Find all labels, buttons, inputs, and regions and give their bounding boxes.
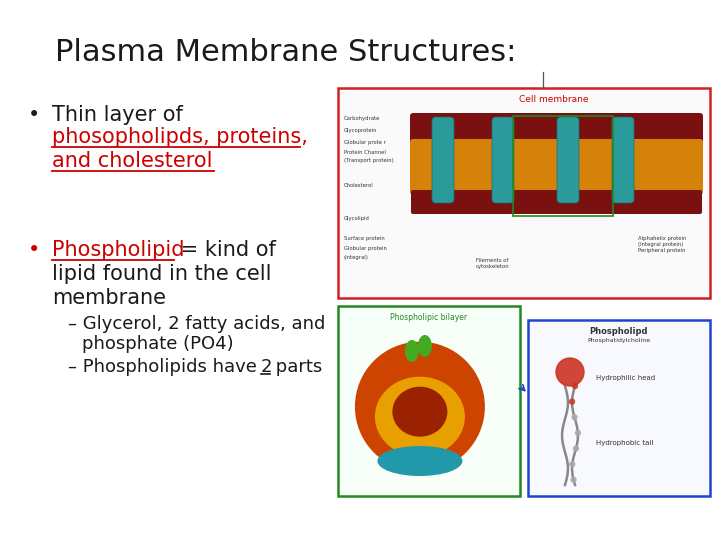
Text: and cholesterol: and cholesterol <box>52 151 212 171</box>
Text: (Integral): (Integral) <box>344 255 369 260</box>
Ellipse shape <box>375 377 465 457</box>
FancyBboxPatch shape <box>557 117 579 203</box>
Text: lipid found in the cell: lipid found in the cell <box>52 264 271 284</box>
Text: Phospholipic bilayer: Phospholipic bilayer <box>390 313 467 322</box>
Text: Carbohydrate: Carbohydrate <box>344 116 380 121</box>
Text: Thin layer of: Thin layer of <box>52 105 183 125</box>
Text: Phospholipd: Phospholipd <box>590 327 648 336</box>
Text: Cholesterol: Cholesterol <box>344 183 374 188</box>
FancyBboxPatch shape <box>410 113 703 145</box>
FancyBboxPatch shape <box>411 190 702 214</box>
Circle shape <box>570 399 575 404</box>
FancyBboxPatch shape <box>612 117 634 203</box>
FancyBboxPatch shape <box>410 139 703 195</box>
Text: parts: parts <box>270 358 323 376</box>
Ellipse shape <box>355 342 485 472</box>
Text: Glycolipid: Glycolipid <box>344 216 370 221</box>
Circle shape <box>572 383 577 388</box>
Text: •: • <box>28 240 40 260</box>
Bar <box>338 88 710 298</box>
Text: phosopholipds, proteins,: phosopholipds, proteins, <box>52 127 308 147</box>
Circle shape <box>573 446 578 451</box>
Text: Hydrophobic tail: Hydrophobic tail <box>596 440 653 446</box>
Text: •: • <box>28 105 40 125</box>
Text: Phosphatidylcholine: Phosphatidylcholine <box>588 338 651 343</box>
Text: Globular prote r: Globular prote r <box>344 140 386 145</box>
Circle shape <box>575 430 580 435</box>
FancyBboxPatch shape <box>492 117 514 203</box>
Text: Surface protein: Surface protein <box>344 236 384 241</box>
Ellipse shape <box>418 335 432 357</box>
Circle shape <box>570 462 575 467</box>
Text: – Glycerol, 2 fatty acids, and: – Glycerol, 2 fatty acids, and <box>68 315 325 333</box>
Text: Phospholipid: Phospholipid <box>52 240 184 260</box>
Text: Glycoprotein: Glycoprotein <box>344 128 377 133</box>
Ellipse shape <box>392 387 447 437</box>
Text: Alphahelix protein
(Integral protein)
Peripheral protein: Alphahelix protein (Integral protein) Pe… <box>638 236 686 253</box>
Circle shape <box>572 415 577 420</box>
Bar <box>513 116 613 216</box>
Bar <box>528 320 710 496</box>
Ellipse shape <box>405 340 419 362</box>
Text: (Transport protein): (Transport protein) <box>344 158 394 163</box>
Ellipse shape <box>377 446 462 476</box>
Bar <box>338 306 520 496</box>
Text: Hydrophilic head: Hydrophilic head <box>596 375 655 381</box>
Circle shape <box>571 477 576 482</box>
Text: membrane: membrane <box>52 288 166 308</box>
Text: 2: 2 <box>261 358 272 376</box>
Circle shape <box>556 358 584 386</box>
Text: Globular protein: Globular protein <box>344 246 387 251</box>
FancyBboxPatch shape <box>432 117 454 203</box>
Text: Plasma Membrane Structures:: Plasma Membrane Structures: <box>55 38 516 67</box>
Text: – Phospholipids have: – Phospholipids have <box>68 358 263 376</box>
Text: phosphate (PO4): phosphate (PO4) <box>82 335 233 353</box>
Text: Protein Channel: Protein Channel <box>344 150 386 155</box>
Text: Filements of
cytoskeleton: Filements of cytoskeleton <box>476 258 510 269</box>
Text: Cell membrane: Cell membrane <box>519 95 588 104</box>
Text: = kind of: = kind of <box>174 240 276 260</box>
